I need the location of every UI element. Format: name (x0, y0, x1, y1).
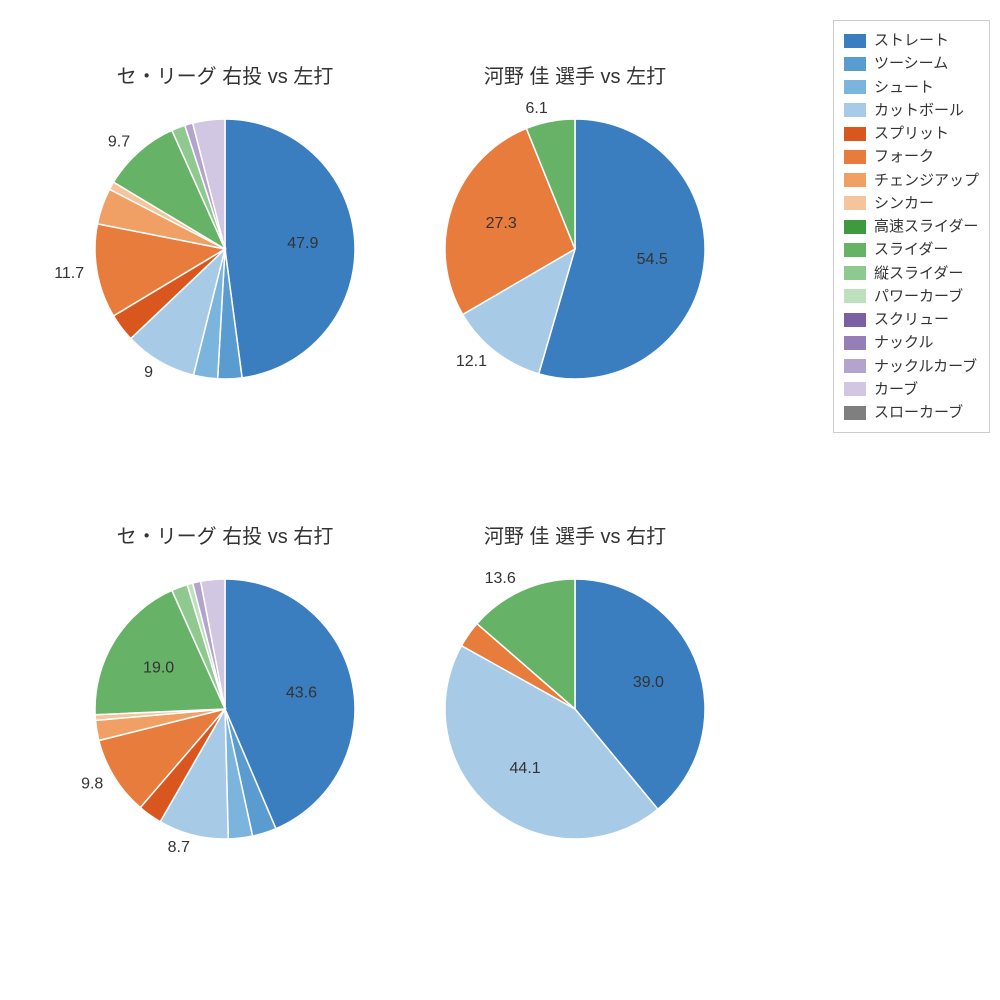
slice-label: 44.1 (510, 760, 541, 777)
legend-swatch (844, 196, 866, 210)
chart-br: 河野 佳 選手 vs 右打 39.0 44.1 13.6 (400, 500, 750, 960)
legend-swatch (844, 406, 866, 420)
legend-item: ツーシーム (844, 52, 979, 75)
figure: セ・リーグ 右投 vs 左打 47.9 9 11.7 9.7 河野 佳 選手 vs 左打 5… (0, 0, 1000, 1000)
slice-label: 12.1 (456, 353, 487, 370)
pie-svg: 39.0 44.1 13.6 (435, 569, 715, 849)
legend-label: ナックル (874, 331, 934, 354)
pie-wrap: 54.512.127.36.1 (435, 109, 715, 389)
legend-label: パワーカーブ (874, 285, 963, 308)
legend-label: ストレート (874, 29, 949, 52)
slice-label: 8.7 (168, 839, 190, 856)
legend-item: チェンジアップ (844, 169, 979, 192)
chart-bl: セ・リーグ 右投 vs 右打43.68.79.819.0 (50, 500, 400, 960)
legend-swatch (844, 34, 866, 48)
legend-label: チェンジアップ (874, 169, 979, 192)
legend-label: 高速スライダー (874, 215, 978, 238)
legend-label: ナックルカーブ (874, 355, 977, 378)
legend-label: シンカー (874, 192, 934, 215)
legend-label: スクリュー (874, 308, 949, 331)
legend-label: スローカーブ (874, 401, 963, 424)
legend-swatch (844, 382, 866, 396)
legend-swatch (844, 289, 866, 303)
chart-title: 河野 佳 選手 vs 左打 (484, 60, 666, 89)
slice-label: 27.3 (486, 215, 517, 232)
slice-label: 43.6 (286, 685, 317, 702)
legend-swatch (844, 80, 866, 94)
legend-swatch (844, 336, 866, 350)
chart-title: セ・リーグ 右投 vs 右打 (117, 520, 334, 549)
legend-swatch (844, 220, 866, 234)
slice-label: 9.8 (81, 775, 103, 792)
pie-svg: 43.68.79.819.0 (85, 569, 365, 849)
chart-title: 河野 佳 選手 vs 右打 (484, 520, 666, 549)
slice-label: 13.6 (485, 570, 516, 587)
pie-wrap: 39.0 44.1 13.6 (435, 569, 715, 849)
legend-item: スクリュー (844, 308, 979, 331)
legend-item: パワーカーブ (844, 285, 979, 308)
legend-swatch (844, 173, 866, 187)
legend-label: シュート (874, 76, 934, 99)
legend-label: スライダー (874, 238, 948, 261)
legend-swatch (844, 127, 866, 141)
legend-item: カットボール (844, 99, 979, 122)
legend-item: ストレート (844, 29, 979, 52)
legend-item: スライダー (844, 238, 979, 261)
legend-swatch (844, 313, 866, 327)
chart-title: セ・リーグ 右投 vs 左打 (117, 60, 334, 89)
legend-label: 縦スライダー (874, 262, 963, 285)
legend-item: スプリット (844, 122, 979, 145)
slice-label: 11.7 (54, 265, 84, 282)
legend-label: スプリット (874, 122, 949, 145)
slice-label: 39.0 (633, 674, 664, 691)
legend: ストレートツーシームシュートカットボールスプリットフォークチェンジアップシンカー… (833, 20, 990, 433)
legend-label: ツーシーム (874, 52, 948, 75)
chart-tl: セ・リーグ 右投 vs 左打 47.9 9 11.7 9.7 (50, 40, 400, 500)
pie-svg: 47.9911.79.7 (85, 109, 365, 389)
legend-label: カットボール (874, 99, 964, 122)
legend-item: 高速スライダー (844, 215, 979, 238)
chart-tr: 河野 佳 選手 vs 左打 54.5 12.1 27.3 6.1 (400, 40, 750, 500)
legend-item: フォーク (844, 145, 979, 168)
pie-wrap: 43.68.79.819.0 (85, 569, 365, 849)
legend-item: シンカー (844, 192, 979, 215)
pie-svg: 54.512.127.36.1 (435, 109, 715, 389)
legend-swatch (844, 103, 866, 117)
legend-label: フォーク (874, 145, 934, 168)
chart-grid: セ・リーグ 右投 vs 左打 47.9 9 11.7 9.7 河野 佳 選手 vs 左打 5… (50, 40, 750, 960)
legend-item: ナックルカーブ (844, 355, 979, 378)
slice-label: 47.9 (287, 235, 318, 252)
legend-label: カーブ (874, 378, 918, 401)
legend-item: ナックル (844, 331, 979, 354)
legend-item: 縦スライダー (844, 262, 979, 285)
slice-label: 9.7 (108, 133, 130, 150)
slice-label: 54.5 (637, 251, 668, 268)
slice-label: 19.0 (143, 659, 174, 676)
legend-item: スローカーブ (844, 401, 979, 424)
slice-label: 6.1 (526, 100, 548, 117)
legend-item: カーブ (844, 378, 979, 401)
legend-item: シュート (844, 76, 979, 99)
pie-wrap: 47.9911.79.7 (85, 109, 365, 389)
slice-label: 9 (144, 364, 153, 381)
legend-swatch (844, 359, 866, 373)
legend-swatch (844, 243, 866, 257)
legend-swatch (844, 57, 866, 71)
legend-swatch (844, 150, 866, 164)
legend-swatch (844, 266, 866, 280)
